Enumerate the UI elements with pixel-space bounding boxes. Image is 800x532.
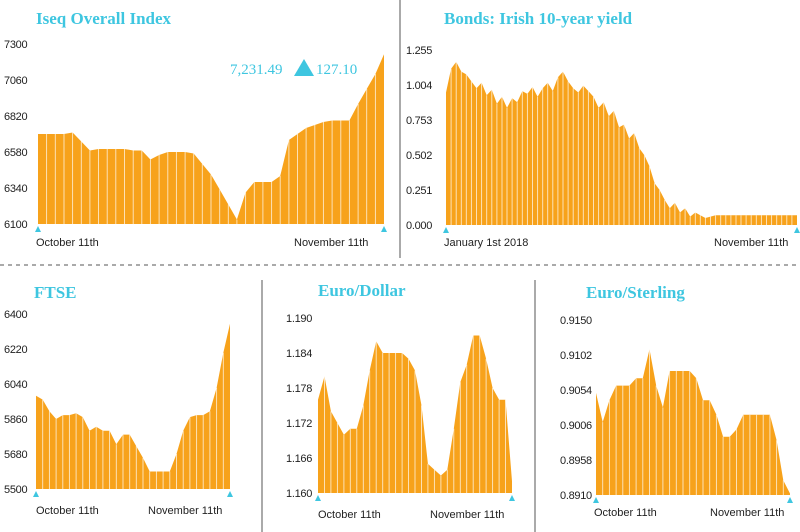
- chart-title: Euro/Dollar: [318, 281, 406, 300]
- x-label-end: November 11th: [714, 237, 788, 249]
- y-tick-label: 6580: [4, 147, 27, 159]
- y-tick-label: 0.251: [406, 185, 432, 197]
- x-label-start: October 11th: [36, 237, 99, 249]
- y-tick-label: 6340: [4, 183, 27, 195]
- y-axis-ticks: 0.9150 0.9102 0.9054 0.9006 0.8958 0.891…: [560, 315, 592, 502]
- x-label-start: January 1st 2018: [444, 237, 528, 249]
- y-axis-ticks: 7300 7060 6820 6580 6340 6100: [4, 39, 28, 231]
- price-annotation: 7,231.49 127.10: [230, 59, 357, 78]
- up-arrow-icon: [294, 59, 314, 76]
- y-tick-label: 0.753: [406, 115, 432, 127]
- area-series: [35, 54, 387, 232]
- y-tick-label: 6100: [4, 219, 27, 231]
- y-tick-label: 0.8958: [560, 455, 592, 467]
- end-marker-icon: [381, 226, 387, 232]
- y-tick-label: 1.160: [286, 488, 312, 500]
- x-label-end: November 11th: [430, 509, 504, 521]
- x-label-start: October 11th: [36, 505, 99, 517]
- end-marker-icon: [227, 491, 233, 497]
- area-series: [33, 323, 233, 497]
- start-marker-icon: [315, 495, 321, 501]
- y-tick-label: 6400: [4, 309, 27, 321]
- chart-ftse: FTSE 6400 6220 6040 5860 5680 5500 Octob…: [4, 283, 233, 517]
- x-label-start: October 11th: [318, 509, 381, 521]
- area-series: [315, 335, 515, 501]
- start-marker-icon: [35, 226, 41, 232]
- x-label-start: October 11th: [594, 507, 657, 519]
- chart-euro-sterling: Euro/Sterling 0.9150 0.9102 0.9054 0.900…: [560, 283, 793, 519]
- chart-euro-dollar: Euro/Dollar 1.190 1.184 1.178 1.172 1.16…: [286, 281, 515, 521]
- y-tick-label: 0.9006: [560, 420, 592, 432]
- y-tick-label: 7060: [4, 75, 27, 87]
- y-tick-label: 1.255: [406, 45, 432, 57]
- y-tick-label: 0.9054: [560, 385, 592, 397]
- y-axis-ticks: 6400 6220 6040 5860 5680 5500: [4, 309, 28, 496]
- start-marker-icon: [33, 491, 39, 497]
- y-tick-label: 1.178: [286, 383, 312, 395]
- end-marker-icon: [794, 227, 800, 233]
- chart-title: Iseq Overall Index: [36, 9, 172, 28]
- x-label-end: November 11th: [710, 507, 784, 519]
- y-tick-label: 6220: [4, 344, 27, 356]
- chart-iseq-overall-index: Iseq Overall Index 7300 7060 6820 6580 6…: [4, 9, 387, 249]
- start-marker-icon: [593, 497, 599, 503]
- area-fill: [446, 61, 797, 226]
- y-tick-label: 0.9150: [560, 315, 592, 327]
- x-label-end: November 11th: [294, 237, 368, 249]
- y-tick-label: 5500: [4, 484, 27, 496]
- area-fill: [596, 349, 790, 495]
- y-tick-label: 0.8910: [560, 490, 592, 502]
- area-series: [593, 349, 793, 503]
- y-axis-ticks: 1.190 1.184 1.178 1.172 1.166 1.160: [286, 313, 313, 500]
- y-tick-label: 1.004: [406, 80, 432, 92]
- y-tick-label: 6040: [4, 379, 27, 391]
- y-tick-label: 1.184: [286, 348, 312, 360]
- area-series: [443, 61, 800, 233]
- y-tick-label: 7300: [4, 39, 27, 51]
- y-axis-ticks: 1.255 1.004 0.753 0.502 0.251 0.000: [406, 45, 433, 232]
- chart-title: FTSE: [34, 283, 77, 302]
- y-tick-label: 0.000: [406, 220, 432, 232]
- y-tick-label: 1.166: [286, 453, 312, 465]
- chart-title: Bonds: Irish 10-year yield: [444, 9, 633, 28]
- annotation-value: 7,231.49: [230, 62, 283, 78]
- y-tick-label: 1.190: [286, 313, 312, 325]
- start-marker-icon: [443, 227, 449, 233]
- y-tick-label: 0.502: [406, 150, 432, 162]
- annotation-change: 127.10: [316, 62, 357, 78]
- chart-irish-10-year-yield: Bonds: Irish 10-year yield 1.255 1.004 0…: [406, 9, 800, 249]
- y-tick-label: 5860: [4, 414, 27, 426]
- y-tick-label: 1.172: [286, 418, 312, 430]
- end-marker-icon: [509, 495, 515, 501]
- y-tick-label: 0.9102: [560, 350, 592, 362]
- y-tick-label: 6820: [4, 111, 27, 123]
- x-label-end: November 11th: [148, 505, 222, 517]
- area-fill: [36, 323, 230, 489]
- chart-title: Euro/Sterling: [586, 283, 685, 302]
- y-tick-label: 5680: [4, 449, 27, 461]
- end-marker-icon: [787, 497, 793, 503]
